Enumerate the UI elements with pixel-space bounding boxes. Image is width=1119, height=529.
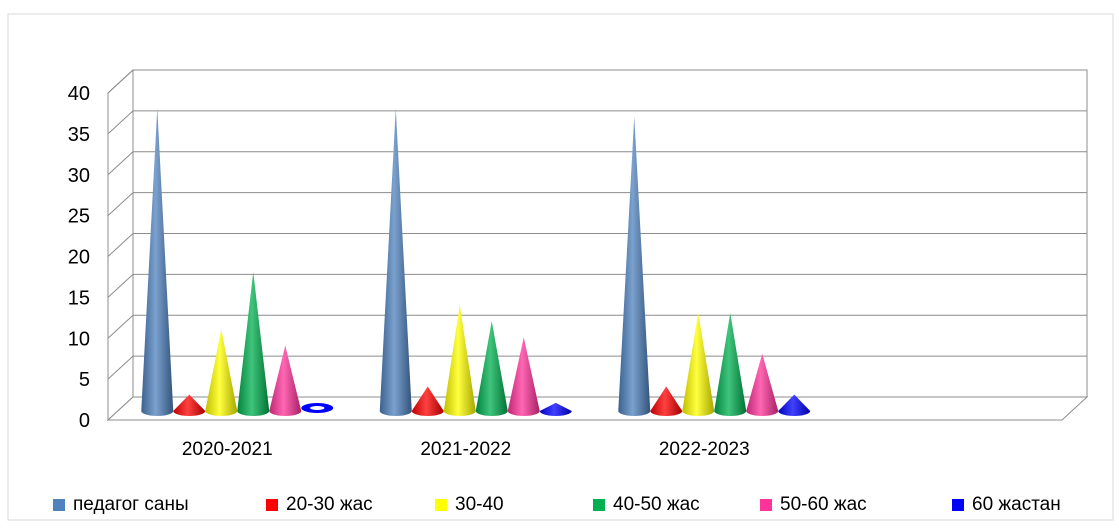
- legend-item: педагог саны: [53, 490, 189, 520]
- y-tick-label: 30: [68, 165, 90, 187]
- legend-label: 40-50 жас: [613, 494, 700, 515]
- legend-swatch: [53, 499, 65, 511]
- gridline-side: [107, 355, 134, 380]
- y-tick-label: 35: [68, 124, 90, 146]
- y-tick-label: 0: [79, 410, 90, 432]
- cone-mark: [141, 108, 174, 417]
- cone-mark: [411, 386, 444, 417]
- flat-cone-hole: [310, 406, 325, 410]
- legend-label: 50-60 жас: [780, 494, 867, 515]
- x-tick-label: 2020-2021: [182, 439, 273, 460]
- cone-mark: [269, 345, 302, 417]
- cone-mark: [379, 108, 412, 417]
- cone-mark: [443, 304, 476, 417]
- cone-mark: [650, 386, 683, 417]
- gridline-side: [107, 151, 134, 176]
- cone-mark: [714, 312, 747, 417]
- chart-grid: [107, 69, 1087, 380]
- x-tick-label: 2021-2022: [420, 439, 511, 460]
- x-tick-label: 2022-2023: [659, 439, 750, 460]
- cone-mark: [507, 337, 540, 417]
- y-tick-label: 40: [68, 83, 90, 105]
- legend-label: педагог саны: [73, 494, 189, 515]
- y-axis-ticks: 0 5 10 15 20 25 30 35 40: [68, 83, 90, 432]
- gridline-side: [107, 192, 134, 216]
- legend-item: 30-40: [435, 490, 504, 520]
- cone-mark: [205, 329, 238, 417]
- y-tick-label: 10: [68, 328, 90, 350]
- gridline-side: [107, 69, 134, 94]
- legend-swatch: [760, 499, 772, 511]
- cone-mark: [237, 272, 270, 417]
- gridline-side: [107, 274, 134, 298]
- legend-swatch: [435, 499, 447, 511]
- legend-item: 50-60 жас: [760, 490, 867, 520]
- legend-item: 40-50 жас: [593, 490, 700, 520]
- gridline-side: [107, 314, 134, 339]
- x-axis-ticks: 2020-2021 2021-2022 2022-2023: [182, 439, 750, 460]
- cone-mark: [746, 353, 779, 417]
- cone-mark: [778, 394, 811, 417]
- y-tick-label: 5: [79, 369, 90, 391]
- legend-label: 20-30 жас: [286, 494, 373, 515]
- y-tick-label: 20: [68, 247, 90, 269]
- legend-label: 30-40: [455, 494, 504, 515]
- y-tick-label: 25: [68, 206, 90, 228]
- floor: [106, 396, 1089, 421]
- chart-marks: [141, 108, 811, 417]
- cone-mark: [682, 312, 715, 417]
- cone-mark: [173, 394, 206, 417]
- gridline-side: [107, 233, 134, 257]
- cone-mark: [475, 321, 508, 417]
- legend-item: 20-30 жас: [266, 490, 373, 520]
- y-tick-label: 15: [68, 287, 90, 309]
- cone-mark: [539, 402, 572, 417]
- cone-mark: [618, 116, 651, 417]
- gridline-side: [107, 110, 134, 135]
- chart-legend: педагог саны 20-30 жас 30-40 40-50 жас 50-60…: [0, 490, 1119, 520]
- legend-item: 60 жастан: [952, 490, 1061, 520]
- legend-swatch: [952, 499, 964, 511]
- legend-swatch: [593, 499, 605, 511]
- legend-swatch: [266, 499, 278, 511]
- legend-label: 60 жастан: [972, 494, 1061, 515]
